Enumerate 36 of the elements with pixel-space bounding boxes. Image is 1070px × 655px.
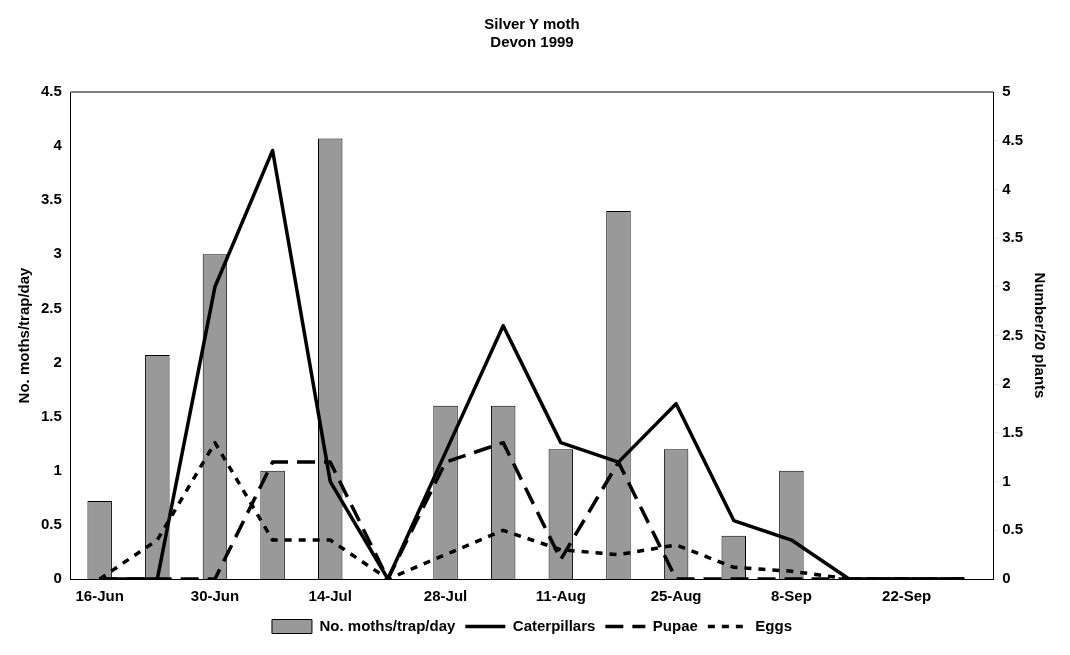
y2-tick-label: 0 — [1002, 569, 1011, 587]
legend-label: No. moths/trap/day — [319, 616, 456, 634]
y2-axis-title: Number/20 plants — [1031, 272, 1049, 399]
y-tick-label: 4.5 — [40, 82, 62, 100]
y-tick-label: 2.5 — [40, 298, 62, 316]
x-tick-label: 8-Sep — [770, 587, 812, 605]
y2-tick-label: 0.5 — [1002, 520, 1024, 538]
y2-tick-label: 2.5 — [1002, 325, 1024, 343]
y-axis-title: No. moths/trap/day — [15, 266, 33, 404]
y-tick-label: 1 — [53, 460, 62, 478]
x-tick-label: 22-Sep — [882, 587, 932, 605]
y2-tick-label: 3.5 — [1002, 228, 1024, 246]
x-tick-label: 30-Jun — [190, 587, 240, 605]
y-tick-label: 4 — [53, 136, 63, 154]
x-tick-label: 14-Jul — [308, 587, 352, 605]
y2-tick-label: 5 — [1002, 82, 1011, 100]
y2-tick-label: 2 — [1002, 374, 1011, 392]
y-tick-label: 0 — [53, 569, 62, 587]
legend-label: Pupae — [652, 616, 698, 634]
x-tick-label: 11-Aug — [535, 587, 586, 605]
y-tick-label: 1.5 — [40, 406, 62, 424]
x-tick-label: 25-Aug — [650, 587, 702, 605]
y-tick-label: 2 — [53, 352, 62, 370]
y2-tick-label: 1 — [1002, 471, 1011, 489]
legend-label: Caterpillars — [512, 616, 596, 634]
y2-tick-label: 1.5 — [1002, 423, 1024, 441]
y-tick-label: 0.5 — [40, 515, 62, 533]
y2-tick-label: 4 — [1002, 179, 1012, 197]
y-tick-label: 3 — [53, 244, 62, 262]
y2-tick-label: 3 — [1002, 276, 1011, 294]
y2-tick-label: 4.5 — [1002, 130, 1024, 148]
x-tick-label: 16-Jun — [75, 587, 124, 605]
legend-label: Eggs — [755, 616, 793, 634]
x-tick-label: 28-Jul — [423, 587, 468, 605]
y-tick-label: 3.5 — [40, 190, 62, 208]
chart-title: Silver Y moth Devon 1999 — [484, 15, 580, 51]
